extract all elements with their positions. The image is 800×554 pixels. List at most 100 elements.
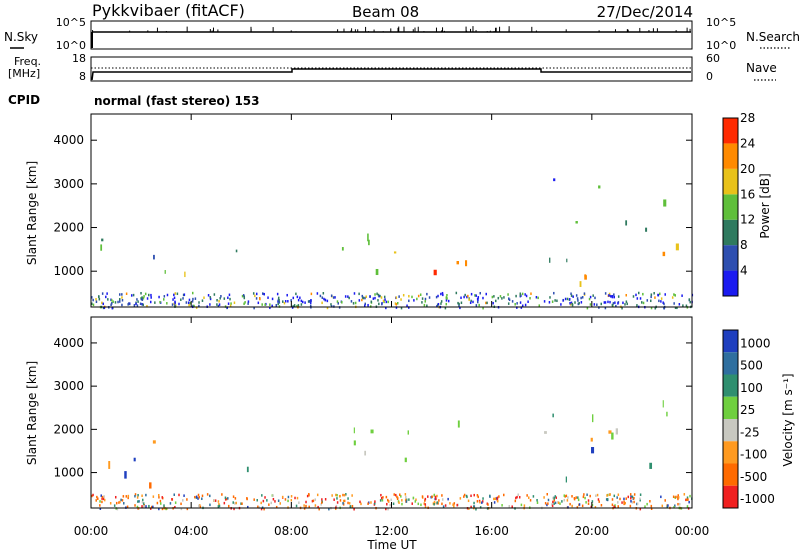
data-cell	[511, 505, 513, 508]
data-cell	[400, 306, 403, 310]
data-cell	[263, 292, 265, 296]
freq-left-tick-top: 18	[72, 52, 86, 65]
data-cell	[468, 507, 470, 510]
data-cell	[116, 507, 119, 511]
data-cell	[219, 297, 221, 300]
data-cell	[508, 504, 511, 508]
data-cell	[433, 503, 435, 506]
y-tick-label: 4000	[53, 336, 84, 350]
data-cell	[263, 507, 265, 511]
data-cell	[353, 507, 355, 511]
data-cell	[367, 233, 369, 242]
data-cell	[293, 304, 296, 307]
data-cell	[309, 300, 311, 303]
data-cell	[294, 496, 296, 500]
data-cell	[424, 505, 427, 509]
colorbar-tick-label: 24	[740, 136, 755, 150]
data-cell	[225, 497, 228, 501]
data-cell	[574, 301, 576, 304]
data-cell	[438, 499, 440, 502]
data-cell	[650, 299, 652, 303]
data-cell	[255, 292, 258, 296]
data-cell	[495, 497, 497, 500]
data-cell	[549, 257, 551, 263]
data-cell	[316, 292, 319, 295]
data-cell	[244, 301, 246, 304]
data-cell	[436, 494, 438, 498]
data-cell	[253, 306, 255, 310]
data-cell	[102, 497, 105, 501]
data-cell	[393, 251, 397, 254]
data-cell	[619, 497, 621, 501]
data-cell	[591, 414, 594, 423]
velocity-colorbar: 1000 500 100 25 -25 -100 -500 -1000	[722, 329, 775, 509]
data-cell	[677, 502, 679, 506]
data-cell	[436, 501, 439, 504]
data-cell	[466, 495, 468, 499]
data-cell	[549, 296, 551, 299]
data-cell	[441, 494, 443, 497]
colorbar-band	[723, 396, 738, 419]
data-cell	[611, 498, 614, 501]
data-cell	[311, 499, 314, 503]
data-cell	[572, 295, 574, 298]
data-cell	[660, 495, 662, 499]
data-cell	[424, 503, 427, 506]
data-cell	[544, 502, 547, 505]
data-cell	[568, 298, 571, 301]
freq-left-tick-bottom: 8	[79, 70, 86, 83]
data-cell	[575, 496, 577, 499]
data-cell	[151, 505, 153, 509]
data-cell	[380, 296, 383, 299]
data-cell	[375, 268, 379, 276]
colorbar-tick-label: -1000	[740, 492, 775, 506]
data-cell	[138, 500, 140, 503]
data-cell	[553, 178, 556, 182]
data-cell	[158, 507, 160, 511]
data-cell	[257, 505, 259, 509]
data-cell	[424, 499, 426, 502]
data-cell	[112, 300, 114, 303]
colorbar-tick-label: 12	[740, 213, 755, 227]
data-cell	[364, 302, 366, 306]
data-cell	[621, 501, 623, 504]
data-cell	[586, 306, 589, 310]
data-cell	[351, 504, 354, 508]
data-cell	[367, 303, 369, 307]
data-cell	[671, 296, 674, 299]
data-cell	[136, 304, 139, 307]
data-cell	[411, 295, 413, 299]
data-cell	[395, 303, 398, 306]
data-cell	[342, 493, 344, 497]
data-cell	[133, 457, 136, 462]
data-cell	[435, 295, 438, 299]
data-cell	[182, 293, 185, 297]
data-cell	[198, 496, 200, 499]
colorbar-frame	[722, 117, 739, 297]
data-cell	[537, 296, 539, 300]
data-cell	[413, 299, 415, 302]
data-cell	[92, 303, 95, 307]
data-cell	[456, 261, 460, 265]
data-cell	[134, 494, 136, 498]
data-cell	[161, 496, 164, 499]
data-cell	[440, 292, 442, 296]
data-cell	[552, 413, 554, 418]
data-cell	[424, 297, 427, 301]
data-cell	[633, 493, 636, 496]
data-cell	[333, 498, 335, 501]
data-cell	[630, 500, 632, 503]
data-cell	[143, 504, 145, 508]
data-cell	[552, 496, 554, 500]
data-cell	[233, 301, 236, 305]
data-cell	[685, 498, 687, 502]
data-cell	[564, 297, 567, 301]
data-cell	[335, 504, 338, 508]
data-cell	[686, 505, 689, 508]
data-cell	[639, 297, 642, 300]
data-cell	[125, 495, 128, 498]
data-cell	[279, 502, 281, 505]
data-cell	[269, 303, 271, 306]
data-cell	[516, 306, 518, 309]
data-cell	[370, 300, 373, 304]
